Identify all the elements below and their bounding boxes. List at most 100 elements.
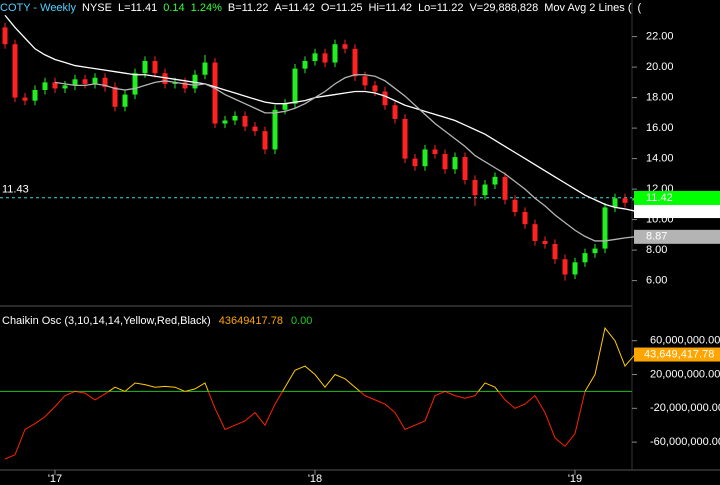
candle-body bbox=[372, 85, 378, 92]
header-item: COTY - Weekly bbox=[0, 2, 76, 14]
y-tick-label: 6.00 bbox=[646, 275, 667, 287]
indicator-title: Chaikin Osc (3,10,14,14,Yellow,Red,Black… bbox=[2, 315, 211, 327]
indicator-signal: 0.00 bbox=[290, 315, 313, 327]
y-tick-label: 18.00 bbox=[646, 92, 674, 104]
indicator-legend: Chaikin Osc (3,10,14,14,Yellow,Red,Black… bbox=[2, 315, 312, 327]
candle-body bbox=[552, 244, 558, 260]
candle-body bbox=[582, 253, 588, 263]
x-tick-label: '17 bbox=[48, 473, 62, 485]
y-tick-label: 14.00 bbox=[646, 153, 674, 165]
y2-tick-label: -20,000,000.00 bbox=[650, 402, 720, 414]
osc-last-box bbox=[634, 347, 720, 362]
candle-body bbox=[252, 126, 258, 132]
candle-body bbox=[332, 44, 338, 63]
candle-body bbox=[132, 73, 138, 95]
moving-average bbox=[4, 14, 636, 212]
candle-body bbox=[312, 53, 318, 61]
candle-body bbox=[392, 105, 398, 119]
candle-body bbox=[82, 79, 88, 84]
last-value-label: 8.87 bbox=[646, 231, 667, 243]
candle-body bbox=[102, 77, 108, 87]
candle-body bbox=[262, 131, 268, 150]
oscillator-line bbox=[4, 326, 636, 460]
candle-body bbox=[152, 61, 158, 74]
candle-body bbox=[2, 27, 8, 45]
candle-body bbox=[62, 85, 68, 89]
candle-body bbox=[282, 103, 288, 110]
candle-body bbox=[212, 62, 218, 124]
candle-body bbox=[142, 61, 148, 74]
candle-body bbox=[172, 82, 178, 84]
header-item: Mov Avg 2 Lines ( bbox=[544, 2, 632, 14]
candle-body bbox=[532, 224, 538, 241]
candle-body bbox=[362, 76, 368, 86]
candle-body bbox=[72, 79, 78, 86]
header-item: B=11.22 bbox=[227, 2, 269, 14]
header-item: Hi=11.42 bbox=[368, 2, 413, 14]
candle-body bbox=[502, 176, 508, 200]
candle-body bbox=[472, 179, 478, 196]
y-tick-label: 8.00 bbox=[646, 244, 667, 256]
header-item: A=11.42 bbox=[274, 2, 315, 14]
candle-body bbox=[112, 86, 118, 107]
candle-body bbox=[542, 240, 548, 244]
candle-body bbox=[322, 53, 328, 63]
candle-body bbox=[302, 61, 308, 69]
header-item: 1.24% bbox=[190, 2, 222, 14]
last-value-label: 10.56 bbox=[646, 205, 674, 217]
candle-body bbox=[352, 48, 358, 77]
candle-body bbox=[272, 109, 278, 150]
y2-tick-label: -60,000,000.00 bbox=[650, 436, 720, 448]
candle-body bbox=[32, 89, 38, 101]
candle-body bbox=[92, 77, 98, 84]
candle-body bbox=[622, 198, 628, 203]
candle-body bbox=[512, 199, 518, 212]
candle-body bbox=[602, 207, 608, 249]
candle-body bbox=[202, 62, 208, 75]
candle-body bbox=[462, 157, 468, 180]
cursor-label: 11.43 bbox=[2, 184, 29, 196]
candle-body bbox=[612, 198, 618, 208]
candle-body bbox=[482, 184, 488, 196]
osc-last-label: 43,649,417.78 bbox=[644, 348, 714, 360]
candle-body bbox=[412, 158, 418, 167]
candle-body bbox=[162, 73, 168, 84]
ask-label: 11.42 bbox=[646, 192, 673, 204]
x-tick-label: '19 bbox=[568, 473, 582, 485]
candle-body bbox=[592, 248, 598, 254]
candle-body bbox=[382, 91, 388, 106]
candle-body bbox=[452, 157, 458, 170]
y2-tick-label: 20,000,000.00 bbox=[650, 368, 720, 380]
candle-body bbox=[442, 154, 448, 170]
y-tick-label: 16.00 bbox=[646, 122, 674, 134]
candle-body bbox=[222, 120, 228, 124]
candle-body bbox=[522, 211, 528, 225]
header-item: L=11.41 bbox=[117, 2, 158, 14]
candle-body bbox=[22, 97, 28, 101]
header-item: O=11.25 bbox=[320, 2, 363, 14]
candle-body bbox=[572, 262, 578, 275]
moving-average bbox=[54, 74, 636, 242]
y-tick-label: 20.00 bbox=[646, 61, 674, 73]
candle-body bbox=[242, 115, 248, 127]
last-value-box bbox=[634, 204, 720, 219]
header-item: Lo=11.22 bbox=[418, 2, 464, 14]
candle-body bbox=[182, 82, 188, 89]
candle-body bbox=[192, 74, 198, 89]
candle-body bbox=[492, 176, 498, 185]
header-item: 0.14 bbox=[163, 2, 185, 14]
candle-body bbox=[422, 149, 428, 167]
header: COTY - Weekly NYSE L=11.41 0.14 1.24% B=11.22… bbox=[0, 2, 641, 14]
indicator-value: 43649417.78 bbox=[218, 315, 283, 327]
candle-body bbox=[122, 94, 128, 107]
candle-body bbox=[42, 82, 48, 90]
x-tick-label: '18 bbox=[308, 473, 322, 485]
candle-body bbox=[12, 44, 18, 98]
candle-body bbox=[52, 82, 58, 89]
header-item: NYSE bbox=[82, 2, 112, 14]
candle-body bbox=[232, 115, 238, 121]
candle-body bbox=[342, 44, 348, 49]
y-tick-label: 22.00 bbox=[646, 31, 674, 43]
